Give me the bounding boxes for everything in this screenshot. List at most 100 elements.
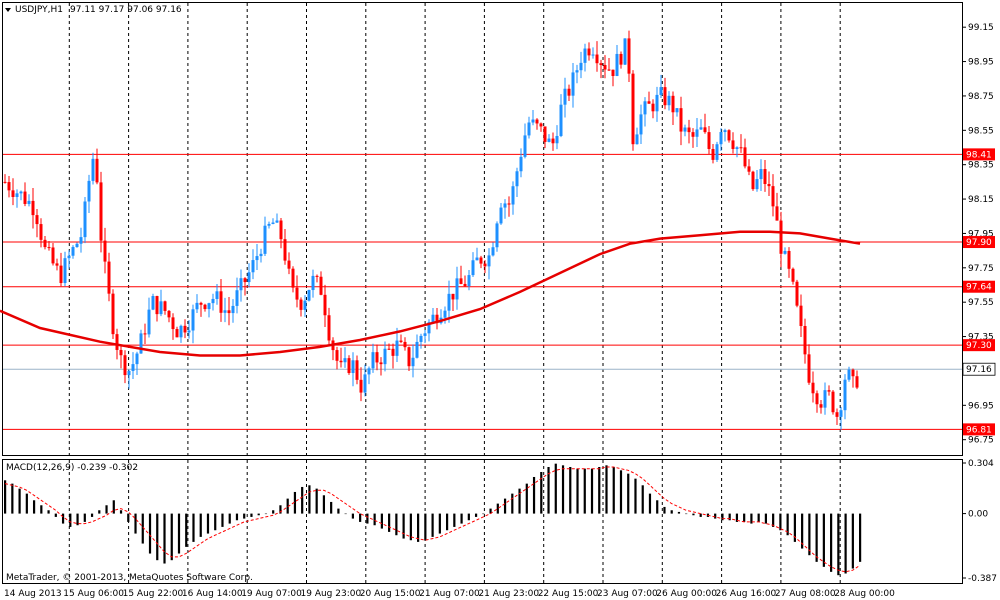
- candle-body: [587, 48, 591, 56]
- candle-body: [451, 293, 455, 300]
- time-tick-label: 23 Aug 07:00: [597, 589, 658, 599]
- macd-bar: [663, 506, 666, 514]
- macd-tick-label: 0.304: [968, 459, 994, 469]
- macd-bar: [330, 501, 333, 514]
- price-tick-label: 97.75: [968, 264, 994, 274]
- macd-bar: [801, 513, 804, 549]
- candle-body: [499, 207, 503, 224]
- candle-body: [779, 220, 783, 254]
- level-tag-label: 97.64: [966, 283, 992, 293]
- dropdown-triangle-icon[interactable]: [5, 8, 11, 12]
- candle-body: [339, 360, 343, 363]
- candle-body: [107, 261, 111, 294]
- macd-bar: [503, 498, 507, 514]
- time-tick-label: 15 Aug 22:00: [123, 589, 184, 599]
- macd-bar: [453, 513, 456, 527]
- candle-body: [59, 265, 63, 284]
- macd-bar: [315, 488, 318, 514]
- candle-body: [251, 260, 255, 273]
- macd-bar: [815, 513, 818, 562]
- candle-body: [563, 88, 567, 105]
- candle-body: [47, 247, 51, 249]
- candle-body: [603, 65, 607, 70]
- candle-body: [335, 350, 339, 361]
- candle-body: [791, 268, 795, 282]
- candle-body: [555, 135, 559, 144]
- candle-body: [783, 250, 787, 254]
- macd-bar: [598, 466, 601, 514]
- candle-body: [551, 138, 555, 144]
- macd-bar: [714, 513, 717, 519]
- macd-bar: [489, 508, 492, 514]
- macd-bar: [235, 513, 239, 521]
- time-tick-label: 14 Aug 2013: [4, 589, 62, 599]
- candle-body: [375, 352, 379, 363]
- candle-body: [567, 88, 571, 96]
- candle-body: [807, 354, 811, 383]
- time-tick-label: 16 Aug 14:00: [182, 589, 243, 599]
- macd-bar: [228, 513, 231, 524]
- time-tick-label: 15 Aug 06:00: [63, 589, 124, 599]
- candle-body: [739, 147, 743, 149]
- candle-body: [19, 191, 23, 194]
- candle-body: [411, 357, 415, 367]
- candle-body: [315, 275, 319, 277]
- macd-bar: [359, 513, 362, 522]
- macd-bar: [206, 513, 210, 534]
- macd-tick-label: 0.00: [968, 510, 988, 520]
- candle-body: [571, 72, 575, 96]
- candle-body: [695, 129, 699, 137]
- candle-body: [147, 309, 151, 335]
- candle-body: [591, 54, 595, 56]
- candle-body: [835, 412, 839, 417]
- time-tick-label: 22 Aug 15:00: [538, 589, 599, 599]
- candle-body: [347, 358, 351, 374]
- macd-bar: [431, 513, 434, 537]
- candlesticks: [3, 30, 859, 430]
- level-tag: [963, 339, 995, 352]
- candle-body: [667, 95, 671, 106]
- candle-body: [155, 296, 159, 315]
- macd-bar: [337, 508, 340, 514]
- candle-body: [467, 275, 471, 287]
- candle-body: [515, 171, 519, 187]
- candle-body: [175, 329, 179, 338]
- candle-body: [39, 224, 43, 240]
- candle-body: [263, 225, 267, 254]
- candle-body: [663, 87, 667, 106]
- candle-body: [539, 123, 543, 127]
- macd-bar: [112, 500, 115, 514]
- candle-body: [343, 358, 347, 363]
- candle-body: [575, 70, 579, 73]
- time-tick-label: 20 Aug 15:00: [360, 589, 421, 599]
- candle-body: [839, 410, 843, 417]
- candle-body: [427, 322, 431, 334]
- candle-body: [267, 223, 271, 226]
- candle-body: [403, 341, 407, 348]
- macd-bar: [301, 486, 304, 514]
- candle-body: [3, 181, 7, 183]
- macd-bar: [148, 513, 152, 554]
- candle-body: [675, 108, 679, 113]
- candle-body: [815, 393, 819, 405]
- price-tick-label: 96.75: [968, 436, 994, 446]
- macd-bar: [699, 513, 702, 517]
- candle-body: [651, 103, 655, 112]
- moving-average-line: [0, 230, 861, 357]
- candle-body: [143, 333, 147, 335]
- macd-bar: [554, 463, 557, 514]
- candle-body: [131, 364, 135, 371]
- ohlc-values: 97.11 97.17 97.06 97.16: [70, 5, 182, 15]
- macd-bar: [402, 513, 405, 539]
- macd-bar: [119, 510, 123, 514]
- candle-body: [79, 237, 83, 244]
- candle-body: [759, 169, 763, 180]
- candle-body: [459, 278, 463, 284]
- candle-body: [559, 104, 563, 136]
- candle-body: [495, 223, 499, 248]
- candle-body: [355, 360, 359, 380]
- macd-bar: [728, 513, 731, 521]
- macd-bar: [163, 513, 166, 564]
- candle-body: [831, 391, 835, 413]
